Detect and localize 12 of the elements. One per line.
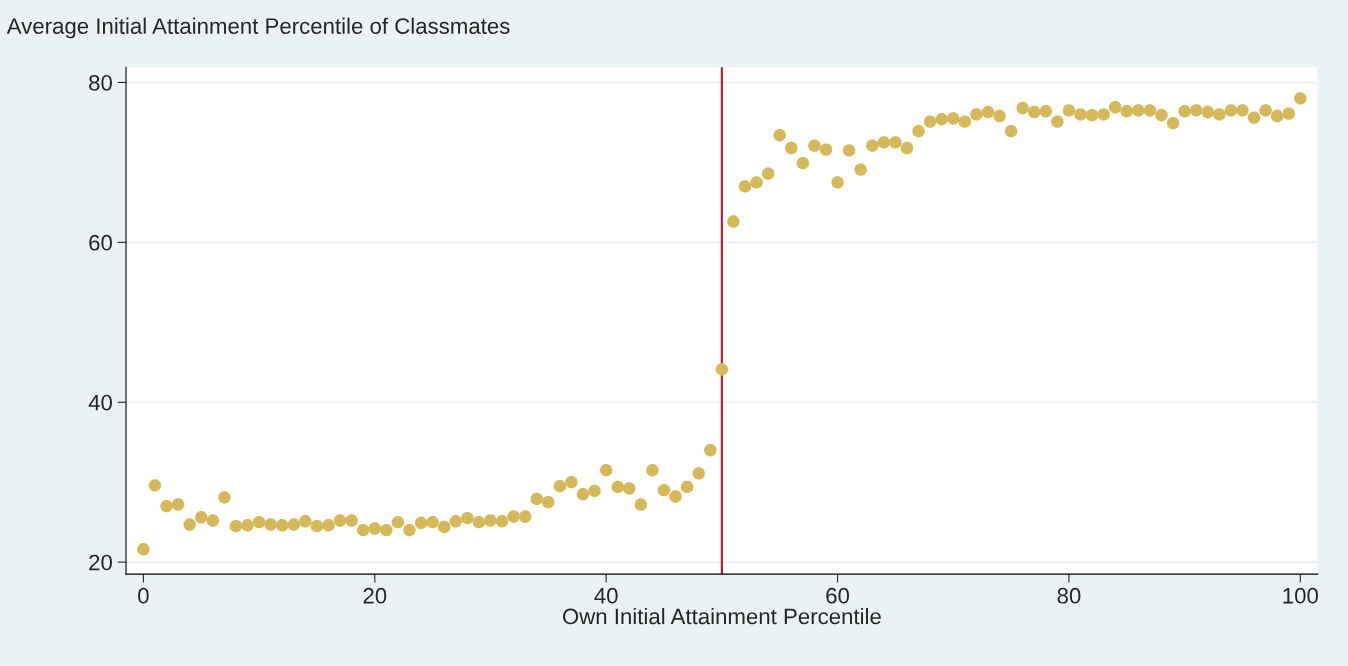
x-tick-label: 40 — [594, 587, 618, 604]
x-tick-label: 60 — [826, 587, 850, 604]
y-tick-label: 80 — [89, 74, 112, 91]
y-tick-label: 40 — [88, 394, 112, 411]
x-tick-label: 0 — [138, 587, 149, 604]
y-axis-title: Average Initial Attainment Percentile of Classmates — [6, 17, 510, 39]
x-tick-label: 80 — [1057, 587, 1081, 604]
y-tick-label: 60 — [89, 234, 112, 251]
x-tick-label: 20 — [363, 587, 387, 604]
x-tick-label: 100 — [1283, 587, 1318, 604]
x-axis-title: Own Initial Attainment Percentile — [562, 608, 881, 625]
y-tick-label: 20 — [89, 554, 112, 571]
